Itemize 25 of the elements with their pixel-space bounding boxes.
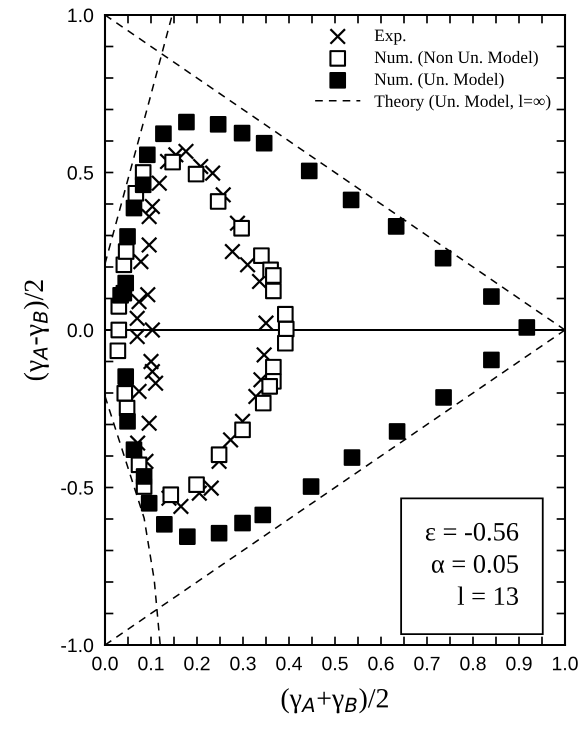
annotation: l = 13 [458,586,518,606]
y-axis-title: (γ$_{A}$-γ$_{B}$)/2 [24,280,49,380]
x-tick-label: 0.5 [322,656,348,670]
y-tick-label: -1.0 [61,638,94,652]
y-tick-label: -0.5 [61,480,94,495]
x-tick-label: 0.6 [368,656,394,670]
annotation: α = 0.05 [432,555,518,573]
y-tick-label: 1.0 [68,8,94,22]
legend-label: Num. (Un. Model) [374,72,504,89]
x-tick-label: 0.0 [92,656,118,670]
x-tick-label: 0.2 [184,656,210,670]
x-axis-title: (γ$_{A}$+γ$_{B}$)/2 [282,688,388,714]
x-tick-label: 0.3 [230,656,256,670]
legend-label: Exp. [374,30,406,45]
x-tick-label: 0.1 [138,656,164,670]
x-tick-label: 0.4 [276,656,302,670]
x-tick-label: 1.0 [552,656,578,670]
annotation: ε = -0.56 [426,522,518,541]
legend-label: Num. (Non Un. Model) [374,50,538,67]
y-tick-label: 0.0 [68,323,94,338]
legend-label: Theory (Un. Model, l=∞) [374,94,550,111]
x-tick-label: 0.7 [414,656,440,670]
x-tick-label: 0.8 [460,656,486,670]
x-tick-label: 0.9 [506,656,532,670]
y-tick-label: 0.5 [68,166,94,180]
